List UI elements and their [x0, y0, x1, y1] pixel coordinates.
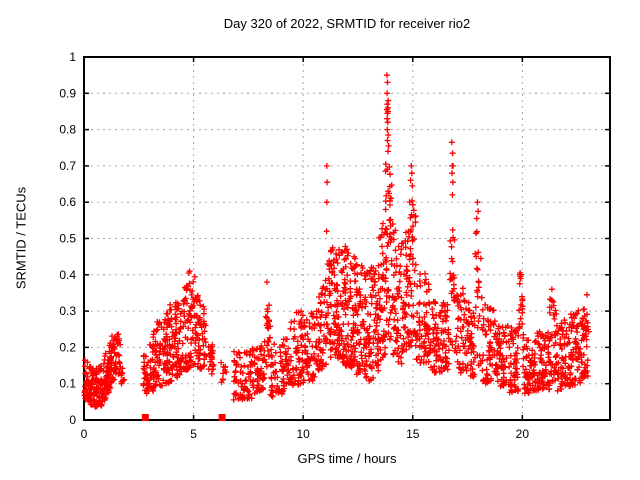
x-axis-label: GPS time / hours [297, 451, 397, 466]
svg-text:10: 10 [296, 427, 310, 441]
svg-text:0.9: 0.9 [59, 86, 76, 100]
svg-text:0.4: 0.4 [59, 268, 76, 282]
svg-text:0: 0 [69, 413, 76, 427]
chart-title: Day 320 of 2022, SRMTID for receiver rio… [223, 16, 471, 31]
svg-text:0.6: 0.6 [59, 195, 76, 209]
svg-text:5: 5 [190, 427, 197, 441]
svg-text:0.1: 0.1 [59, 377, 76, 391]
svg-text:15: 15 [406, 427, 420, 441]
svg-text:0.8: 0.8 [59, 123, 76, 137]
y-axis-label: SRMTID / TECUs [13, 186, 29, 290]
svg-text:0.7: 0.7 [59, 159, 76, 173]
svg-text:0.5: 0.5 [59, 232, 76, 246]
svg-text:20: 20 [516, 427, 530, 441]
svg-text:0.3: 0.3 [59, 304, 76, 318]
svg-text:0: 0 [81, 427, 88, 441]
tick-marks [83, 56, 610, 421]
tick-labels: 00.10.20.30.40.50.60.70.80.910 5 10 15 20 [59, 50, 529, 441]
svg-text:1: 1 [69, 50, 76, 64]
data-points [81, 72, 592, 421]
svg-text:0.2: 0.2 [59, 340, 76, 354]
